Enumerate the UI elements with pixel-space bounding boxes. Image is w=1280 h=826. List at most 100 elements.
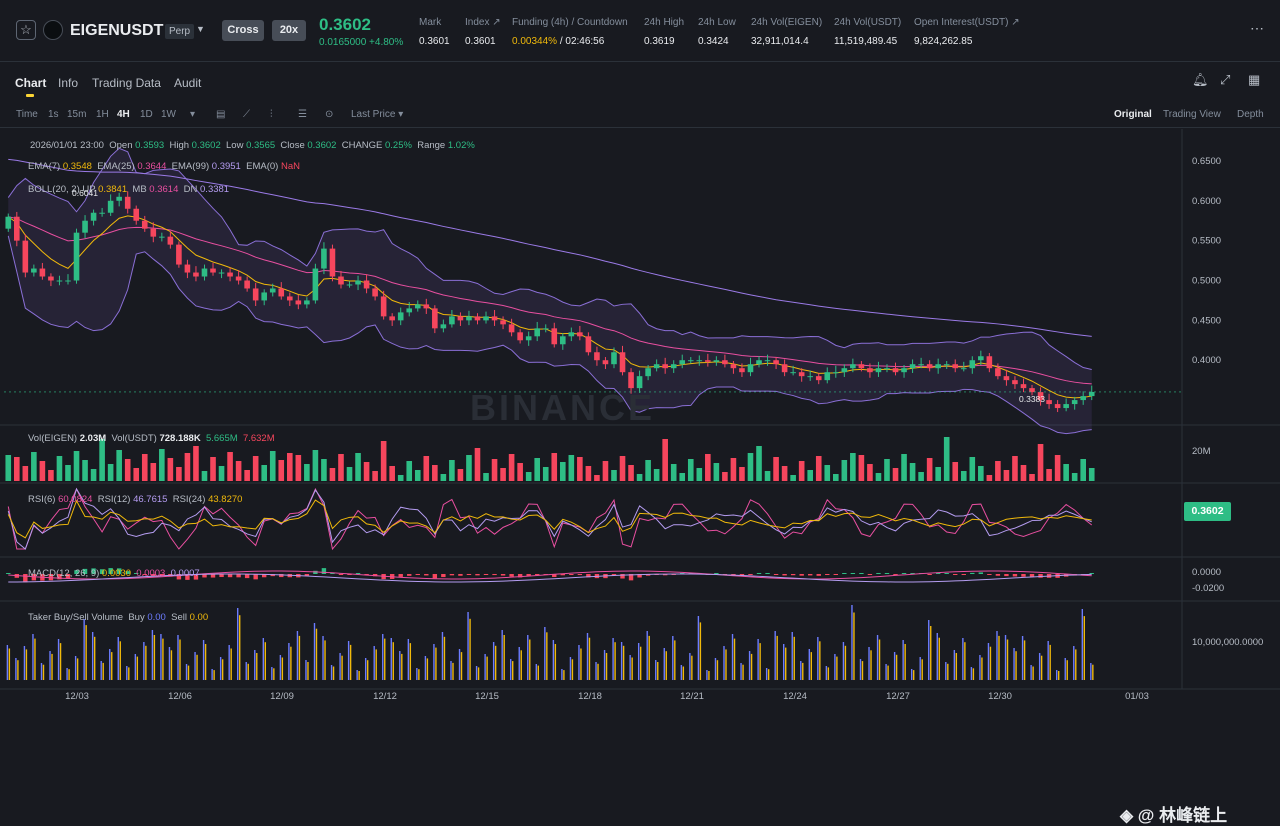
taker-buy-bar [501, 630, 503, 680]
volume-bar [363, 462, 370, 481]
volume-bar [73, 451, 80, 481]
view-trading-view[interactable]: Trading View [1163, 109, 1221, 120]
candle-body [261, 292, 268, 301]
candle-body [159, 236, 165, 238]
taker-sell-bar [682, 666, 685, 680]
chart-svg[interactable]: 0.65000.60000.55000.50000.45000.400020M5… [0, 129, 1280, 710]
current-price-badge: 0.3602 [1184, 502, 1231, 521]
volume-bar [1003, 470, 1010, 481]
candle-body [807, 376, 814, 378]
indicators-icon[interactable]: ⟋ [243, 109, 250, 120]
stat-open-interest[interactable]: Open Interest(USDT) ↗ 9,824,262.85 [914, 17, 1020, 47]
candle-body [662, 364, 668, 369]
volume-bar [22, 466, 29, 481]
alert-bell-icon[interactable]: 🔔︎ [1192, 72, 1209, 87]
volume-bar [952, 462, 959, 481]
settings-list-icon[interactable]: ☰ [298, 109, 307, 120]
view-depth[interactable]: Depth [1237, 109, 1264, 120]
view-original[interactable]: Original [1114, 109, 1152, 120]
macd-histogram-bar [424, 574, 429, 576]
price-tick-label: 0.5000 [1192, 276, 1221, 287]
taker-sell-bar [597, 663, 599, 680]
taker-sell-bar [759, 643, 761, 680]
interval-dropdown-chevron-down-icon[interactable]: ▾ [190, 109, 196, 120]
candle-body [500, 320, 506, 325]
macd-histogram-bar [850, 572, 856, 574]
candle-body [116, 196, 122, 201]
taker-buy-bar [458, 649, 461, 680]
macd-legend[interactable]: MACD(12, 26, 9) 0.0030 0.0003 0.0007 [28, 568, 200, 579]
draw-tool-icon[interactable]: ⊙ [325, 109, 334, 120]
taker-buy-bar [126, 666, 128, 680]
taker-sell-bar [341, 655, 343, 680]
interval-time[interactable]: Time [16, 109, 38, 120]
ema-legend[interactable]: EMA(7) 0.3548 EMA(25) 0.3644 EMA(99) 0.3… [28, 161, 300, 172]
symbol-name[interactable]: EIGENUSDT [70, 22, 164, 39]
price-type-select[interactable]: Last Price ▾ [351, 109, 404, 120]
interval-1w[interactable]: 1W [161, 109, 176, 120]
candle-body [414, 304, 421, 309]
taker-buy-bar [450, 661, 452, 680]
stat-index[interactable]: Index ↗ 0.3601 [465, 17, 501, 47]
rsi-legend[interactable]: RSI(6) 60.0824 RSI(12) 46.7615 RSI(24) 4… [28, 494, 243, 505]
macd-histogram-bar [108, 568, 113, 574]
candle-body [594, 352, 600, 361]
leverage-button[interactable]: 20x [272, 20, 306, 41]
layout-grid-icon[interactable]: ▦ [1248, 72, 1261, 87]
interval-15m[interactable]: 15m [67, 109, 87, 120]
volume-bar [978, 466, 984, 481]
interval-4h[interactable]: 4H [117, 109, 130, 120]
taker-sell-bar [93, 636, 96, 680]
margin-mode-button[interactable]: Cross [222, 20, 264, 41]
more-options-icon[interactable]: ⋯ [1250, 20, 1265, 36]
candle-body [636, 376, 643, 389]
calendar-icon[interactable]: ▤ [216, 109, 226, 120]
macd-histogram-bar [57, 574, 62, 580]
taker-sell-bar [401, 653, 403, 680]
taker-sell-bar [170, 650, 173, 680]
interval-1h[interactable]: 1H [96, 109, 109, 120]
tab-audit[interactable]: Audit [174, 76, 202, 90]
candle-body [696, 360, 703, 362]
taker-volume-legend[interactable]: Taker Buy/Sell Volume Buy 0.00 Sell 0.00 [28, 612, 209, 623]
taker-sell-bar [25, 649, 28, 680]
taker-buy-bar [518, 647, 520, 680]
tab-info[interactable]: Info [58, 76, 79, 90]
interval-1s[interactable]: 1s [48, 109, 59, 120]
volume-bar [1037, 444, 1044, 481]
volume-bar [960, 471, 967, 481]
volume-legend[interactable]: Vol(EIGEN) 2.03M Vol(USDT) 728.188K 5.66… [28, 433, 275, 444]
volume-bar [389, 466, 395, 481]
taker-sell-bar [699, 622, 702, 680]
volume-bar [705, 454, 711, 481]
volume-bar [568, 455, 575, 481]
taker-sell-bar [486, 656, 488, 680]
taker-sell-bar [290, 646, 292, 680]
chart-type-icon[interactable]: ⫶ [270, 109, 273, 120]
interval-1d[interactable]: 1D [140, 109, 153, 120]
taker-sell-bar [631, 657, 633, 680]
macd-histogram-bar [662, 574, 668, 576]
max-price-label: 0.6041 [72, 188, 98, 198]
volume-bar [176, 467, 182, 481]
macd-histogram-bar [1029, 574, 1035, 577]
chart-area[interactable]: 0.65000.60000.55000.50000.45000.400020M5… [0, 129, 1280, 825]
tab-chart[interactable]: Chart [15, 76, 47, 90]
taker-buy-bar [279, 655, 282, 680]
volume-bar [713, 463, 720, 481]
taker-sell-bar [315, 628, 318, 680]
taker-buy-bar [817, 637, 819, 680]
favorite-star-icon[interactable]: ☆ [16, 20, 36, 40]
volume-bar [901, 454, 907, 481]
volume-bar [1071, 473, 1078, 481]
tab-trading-data[interactable]: Trading Data [92, 76, 161, 90]
symbol-dropdown-chevron-down-icon[interactable]: ▼ [196, 24, 205, 34]
boll-legend[interactable]: BOLL(20, 2) UP 0.3841 MB 0.3614 DN 0.338… [28, 184, 230, 195]
taker-buy-bar [578, 645, 580, 680]
fullscreen-icon[interactable]: ⤢ [1220, 72, 1231, 87]
candle-body [1029, 388, 1035, 393]
macd-histogram-bar [159, 574, 165, 576]
candle-body [363, 280, 370, 289]
macd-histogram-bar [628, 574, 634, 581]
volume-bar [474, 448, 481, 481]
